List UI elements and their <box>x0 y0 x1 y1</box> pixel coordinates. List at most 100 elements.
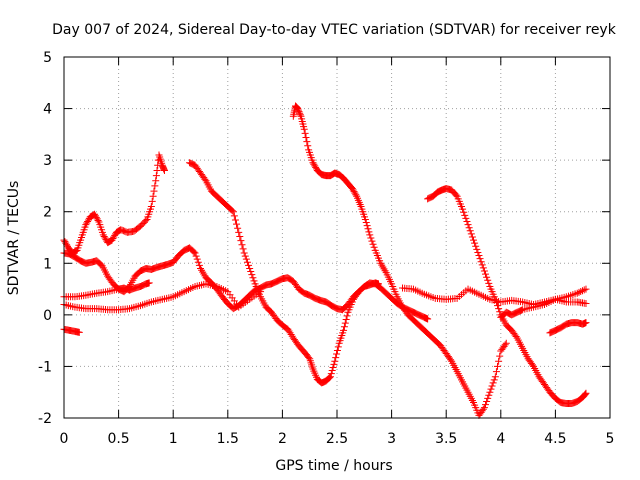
data-point <box>340 326 348 334</box>
data-point <box>145 279 153 287</box>
grid-lines <box>64 57 610 418</box>
data-point <box>311 162 319 170</box>
data-point <box>333 346 341 354</box>
series-track-g <box>289 102 510 419</box>
data-point <box>494 302 502 310</box>
series-track-f <box>186 159 382 387</box>
data-point <box>473 245 481 253</box>
data-point <box>329 363 337 371</box>
data-point <box>578 287 586 295</box>
data-point <box>250 277 258 285</box>
data-point <box>479 405 487 413</box>
data-point <box>352 191 360 199</box>
data-point <box>83 219 91 227</box>
data-point <box>470 236 477 244</box>
data-point <box>160 166 168 174</box>
data-point <box>582 319 590 327</box>
data-point <box>235 228 243 236</box>
data-point <box>84 218 92 226</box>
data-point <box>304 142 312 150</box>
data-point <box>248 271 256 279</box>
data-point <box>228 207 236 215</box>
data-point <box>109 235 117 243</box>
data-point <box>309 159 317 167</box>
x-tick-label: 0 <box>60 431 69 447</box>
data-point <box>478 261 486 269</box>
data-point <box>192 252 200 260</box>
data-point <box>93 215 101 223</box>
data-point <box>236 232 244 240</box>
data-point <box>491 373 499 381</box>
data-point <box>147 203 155 211</box>
data-point <box>512 333 520 341</box>
data-point <box>296 111 304 119</box>
data-point <box>476 255 484 263</box>
data-point <box>367 234 375 242</box>
data-point <box>149 192 157 200</box>
data-point <box>474 248 482 256</box>
data-point <box>234 224 242 232</box>
data-point <box>91 210 99 218</box>
data-point <box>464 221 472 229</box>
data-point <box>582 285 590 293</box>
x-tick-label: 1 <box>169 431 178 447</box>
data-point <box>484 394 492 402</box>
y-axis-label: SDTVAR / TECUs <box>6 181 22 296</box>
data-point <box>368 237 376 245</box>
data-point <box>492 298 500 306</box>
data-point <box>325 374 333 382</box>
data-point <box>573 289 581 297</box>
data-point <box>110 233 118 241</box>
data-point <box>467 230 475 238</box>
y-tick-label: 0 <box>43 308 52 324</box>
series-track-k <box>546 319 590 337</box>
data-point <box>99 231 107 239</box>
data-point <box>484 276 492 284</box>
data-point <box>366 231 374 239</box>
data-point <box>468 233 476 241</box>
data-point <box>91 212 99 220</box>
data-point <box>496 352 504 360</box>
data-point <box>424 315 432 323</box>
data-point <box>495 357 503 365</box>
data-point <box>239 245 247 253</box>
x-tick-label: 4.5 <box>544 431 566 447</box>
data-point <box>194 258 202 266</box>
data-point <box>477 258 485 266</box>
data-point <box>350 188 358 196</box>
data-point <box>238 241 246 249</box>
data-point <box>152 172 160 180</box>
x-tick-label: 3.5 <box>435 431 457 447</box>
data-point <box>242 255 250 263</box>
data-point <box>490 376 498 384</box>
data-point <box>487 385 495 393</box>
data-point <box>374 280 382 288</box>
y-tick-label: 3 <box>43 153 52 169</box>
data-point <box>312 163 320 171</box>
data-point <box>465 224 473 232</box>
data-point <box>475 252 483 260</box>
data-point <box>581 391 589 399</box>
data-point <box>351 189 359 197</box>
data-point <box>472 242 480 250</box>
data-point <box>582 300 590 308</box>
series-track-d <box>60 279 153 301</box>
data-point <box>501 341 509 349</box>
data-point <box>480 267 488 275</box>
data-point <box>363 222 371 230</box>
data-point <box>485 279 493 287</box>
data-point <box>333 350 341 358</box>
data-point <box>75 328 83 336</box>
data-point <box>305 353 313 361</box>
data-point <box>334 343 342 351</box>
x-tick-label: 2.5 <box>326 431 348 447</box>
data-point <box>201 175 209 183</box>
data-point <box>108 236 116 244</box>
data-point <box>462 214 470 222</box>
chart-title: Day 007 of 2024, Sidereal Day-to-day VTE… <box>52 22 617 38</box>
data-point <box>461 211 469 219</box>
data-point <box>370 243 378 251</box>
data-point <box>310 160 318 168</box>
data-point <box>502 339 510 347</box>
